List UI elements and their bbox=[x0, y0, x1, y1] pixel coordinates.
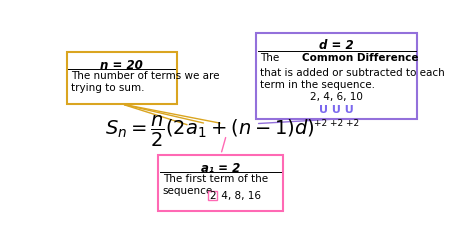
Text: 4, 8, 16: 4, 8, 16 bbox=[218, 191, 261, 201]
Text: 2: 2 bbox=[209, 191, 216, 201]
Text: a₁ = 2: a₁ = 2 bbox=[201, 162, 240, 175]
Text: The first term of the
sequence.: The first term of the sequence. bbox=[163, 174, 268, 196]
Text: $S_n = \dfrac{n}{2}(2a_1 + (n-1)d)$: $S_n = \dfrac{n}{2}(2a_1 + (n-1)d)$ bbox=[105, 113, 315, 149]
Text: d = 2: d = 2 bbox=[319, 39, 354, 52]
FancyBboxPatch shape bbox=[208, 191, 217, 200]
Text: U U U: U U U bbox=[319, 105, 354, 115]
Text: 2, 4, 6, 10: 2, 4, 6, 10 bbox=[310, 92, 363, 102]
FancyBboxPatch shape bbox=[158, 155, 283, 211]
Text: Common Difference: Common Difference bbox=[302, 52, 419, 62]
Text: that is added or subtracted to each
term in the sequence.: that is added or subtracted to each term… bbox=[260, 69, 445, 90]
FancyBboxPatch shape bbox=[66, 52, 177, 104]
FancyBboxPatch shape bbox=[256, 33, 418, 119]
Text: n = 20: n = 20 bbox=[100, 59, 143, 72]
Text: +2 +2 +2: +2 +2 +2 bbox=[314, 119, 359, 128]
Text: The number of terms we are
trying to sum.: The number of terms we are trying to sum… bbox=[71, 71, 219, 93]
Text: The: The bbox=[260, 52, 283, 62]
